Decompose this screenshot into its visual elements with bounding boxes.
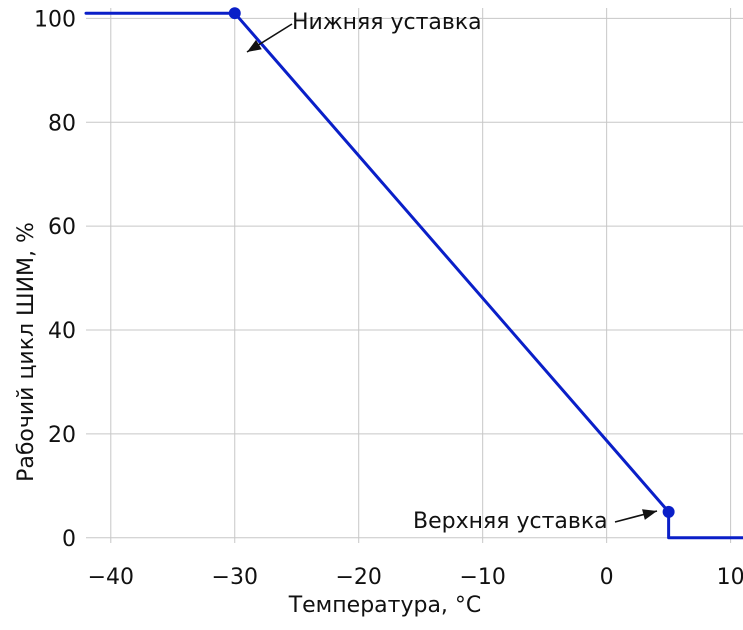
marker-layer bbox=[228, 7, 675, 518]
annotation-arrowhead bbox=[642, 509, 657, 520]
y-tick-label: 0 bbox=[62, 527, 76, 552]
x-tick-label: 10 bbox=[717, 565, 743, 590]
x-tick-label: −40 bbox=[88, 565, 134, 590]
x-tick-label: −10 bbox=[459, 565, 505, 590]
annotation-label: Нижняя уставка bbox=[292, 10, 482, 35]
y-tick-label: 80 bbox=[48, 111, 76, 136]
x-axis-label: Температура, °C bbox=[288, 593, 482, 618]
series-marker bbox=[662, 505, 675, 518]
series-line bbox=[84, 11, 743, 540]
y-tick-label: 40 bbox=[48, 319, 76, 344]
annotation-label: Верхняя уставка bbox=[413, 509, 608, 534]
y-axis-label: Рабочий цикл ШИМ, % bbox=[14, 222, 39, 482]
x-tick-label: −30 bbox=[212, 565, 258, 590]
y-tick-label: 60 bbox=[48, 215, 76, 240]
x-tick-label: 0 bbox=[600, 565, 614, 590]
grid bbox=[86, 8, 743, 543]
series-layer bbox=[84, 11, 743, 540]
y-tick-label: 100 bbox=[34, 7, 76, 32]
annotations: Нижняя уставка Верхняя уставка bbox=[246, 10, 658, 534]
series-marker bbox=[228, 7, 241, 20]
x-tick-label: −20 bbox=[335, 565, 381, 590]
y-tick-label: 20 bbox=[48, 423, 76, 448]
annotation-arrowhead bbox=[247, 39, 262, 52]
y-tick-labels: 0 20 40 60 80 100 bbox=[34, 7, 76, 551]
x-tick-labels: −40 −30 −20 −10 0 10 bbox=[88, 565, 743, 590]
